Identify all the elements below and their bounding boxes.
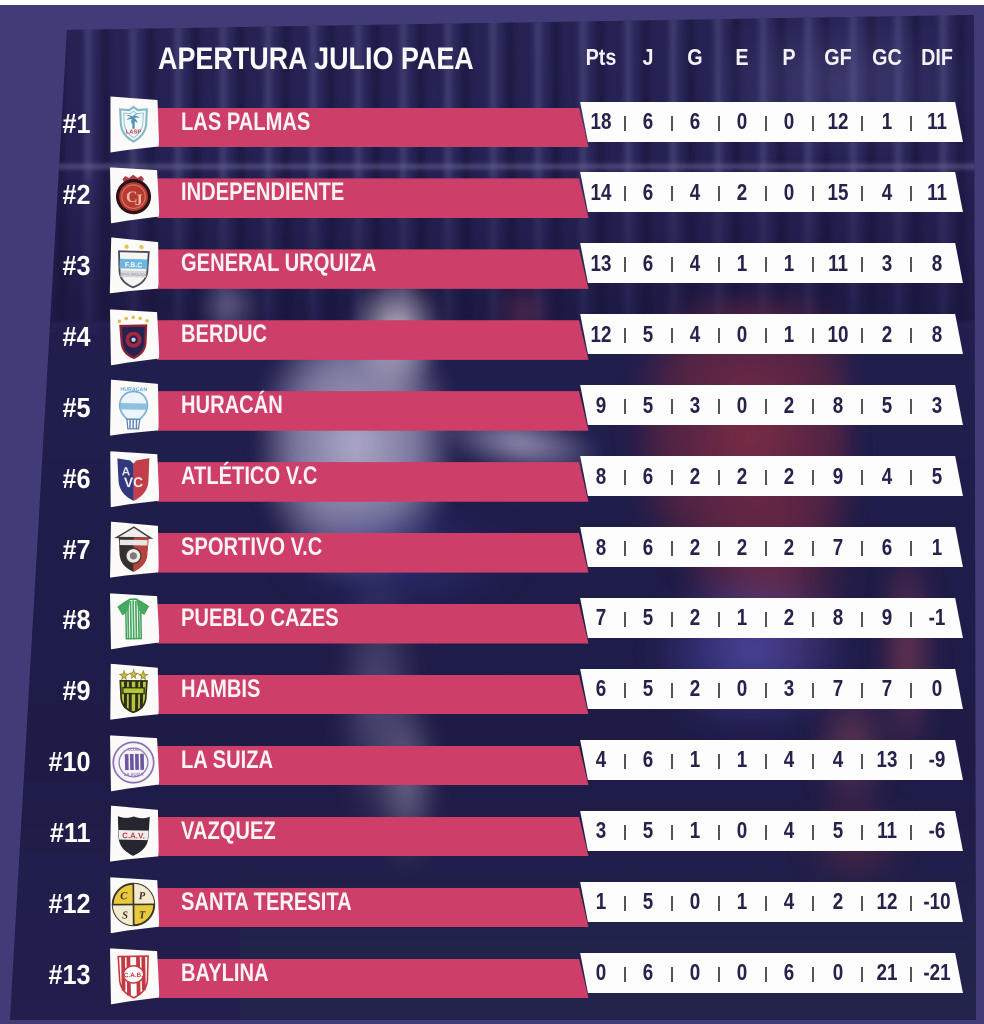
- svg-text:C.A.V.: C.A.V.: [122, 831, 145, 840]
- svg-text:J: J: [135, 192, 143, 209]
- svg-text:CLUB: CLUB: [127, 746, 139, 751]
- svg-text:HURACAN: HURACAN: [120, 387, 147, 393]
- svg-text:VC: VC: [124, 474, 143, 490]
- svg-text:S: S: [122, 910, 128, 921]
- svg-text:LASP: LASP: [126, 129, 142, 135]
- svg-text:C: C: [126, 189, 138, 206]
- svg-text:T: T: [139, 910, 146, 921]
- svg-text:LA SUIZA: LA SUIZA: [124, 771, 144, 776]
- svg-text:C: C: [120, 891, 128, 902]
- svg-text:A: A: [122, 465, 131, 478]
- svg-text:P: P: [139, 891, 146, 902]
- svg-text:F.B.C: F.B.C: [125, 262, 142, 269]
- svg-text:GRAL URQUIZA: GRAL URQUIZA: [121, 273, 147, 278]
- svg-text:C.A.B.: C.A.B.: [124, 971, 143, 978]
